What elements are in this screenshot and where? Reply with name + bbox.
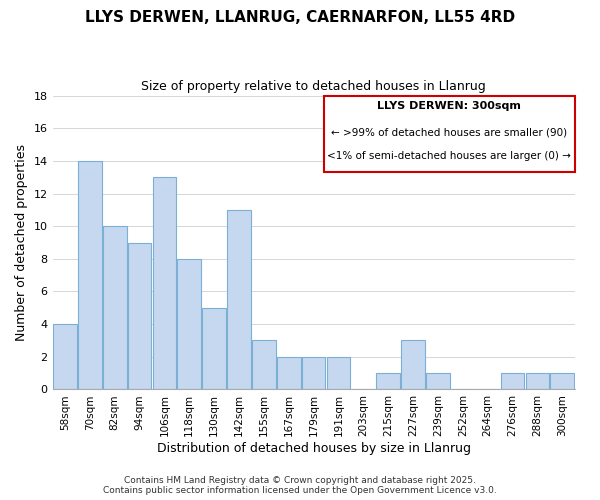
- Text: LLYS DERWEN, LLANRUG, CAERNARFON, LL55 4RD: LLYS DERWEN, LLANRUG, CAERNARFON, LL55 4…: [85, 10, 515, 25]
- Bar: [426, 373, 450, 390]
- Bar: [550, 373, 574, 390]
- Bar: [326, 357, 350, 390]
- Bar: [128, 242, 151, 390]
- Text: ← >99% of detached houses are smaller (90): ← >99% of detached houses are smaller (9…: [331, 128, 568, 138]
- Text: <1% of semi-detached houses are larger (0) →: <1% of semi-detached houses are larger (…: [328, 152, 571, 162]
- Bar: [103, 226, 127, 390]
- Bar: [152, 177, 176, 390]
- Bar: [252, 340, 275, 390]
- Bar: [277, 357, 301, 390]
- FancyBboxPatch shape: [324, 96, 575, 172]
- Text: Contains HM Land Registry data © Crown copyright and database right 2025.
Contai: Contains HM Land Registry data © Crown c…: [103, 476, 497, 495]
- Bar: [202, 308, 226, 390]
- Bar: [302, 357, 325, 390]
- Bar: [500, 373, 524, 390]
- X-axis label: Distribution of detached houses by size in Llanrug: Distribution of detached houses by size …: [157, 442, 470, 455]
- Y-axis label: Number of detached properties: Number of detached properties: [15, 144, 28, 341]
- Text: LLYS DERWEN: 300sqm: LLYS DERWEN: 300sqm: [377, 102, 521, 112]
- Bar: [227, 210, 251, 390]
- Bar: [526, 373, 549, 390]
- Bar: [401, 340, 425, 390]
- Bar: [376, 373, 400, 390]
- Bar: [53, 324, 77, 390]
- Title: Size of property relative to detached houses in Llanrug: Size of property relative to detached ho…: [141, 80, 486, 93]
- Bar: [178, 259, 201, 390]
- Bar: [78, 161, 101, 390]
